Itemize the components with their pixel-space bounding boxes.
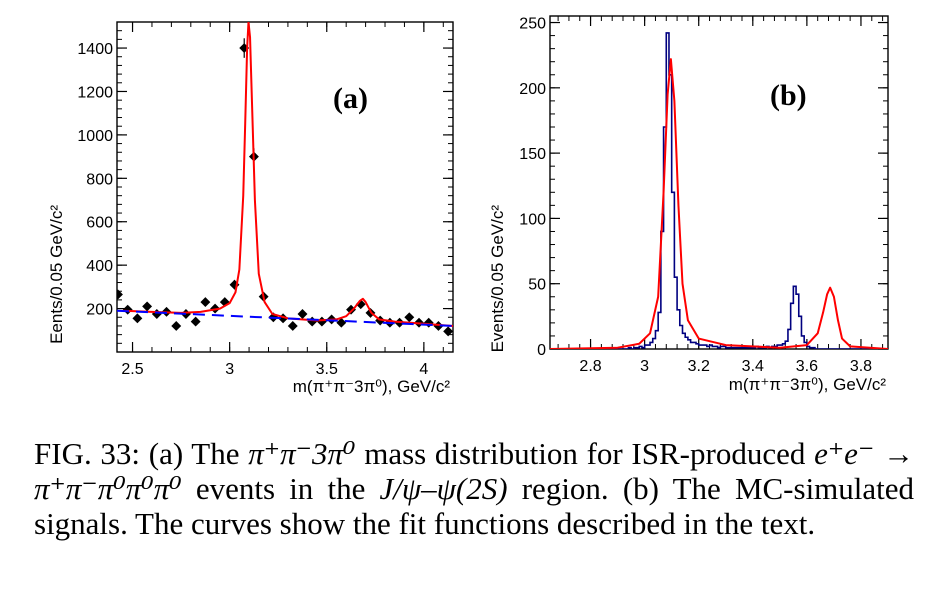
caption-fig-label: FIG. 33:: [34, 436, 141, 471]
caption-reaction: e⁺e⁻ → π⁺π⁻π⁰π⁰π⁰: [34, 436, 915, 506]
panel-a-frame: [116, 21, 454, 353]
x-tick-label: 3: [640, 358, 649, 375]
data-point: [297, 309, 308, 319]
data-point: [443, 326, 453, 337]
y-tick-label: 100: [519, 211, 546, 228]
x-tick-label: 3: [225, 361, 234, 378]
data-point: [346, 304, 356, 315]
data-point: [151, 309, 162, 319]
caption-part-a: (a) The: [148, 436, 240, 471]
y-tick-label: 1000: [77, 128, 113, 145]
x-tick-label: 3.4: [742, 358, 764, 375]
panel-b-tag: (b): [770, 79, 807, 112]
data-point: [404, 312, 415, 323]
panel-a-ylabel: Eents/0.05 GeV/c²: [47, 205, 66, 344]
y-tick-label: 1400: [77, 41, 113, 58]
data-point: [171, 320, 182, 331]
panel-b-xlabel: m(π⁺π⁻3π⁰), GeV/c²: [729, 375, 887, 394]
x-tick-label: 2.5: [121, 361, 143, 378]
y-tick-label: 250: [519, 16, 546, 33]
figure-caption: FIG. 33: (a) The π⁺π⁻3π⁰ mass distributi…: [34, 436, 914, 541]
data-point: [190, 316, 201, 327]
data-point: [200, 297, 211, 308]
y-tick-label: 150: [519, 146, 546, 163]
caption-region-formula: J/ψ–ψ(2S): [379, 471, 508, 506]
x-tick-label: 3.6: [796, 358, 818, 375]
caption-mass-formula: π⁺π⁻3π⁰: [248, 436, 356, 471]
data-point: [132, 313, 143, 324]
panel-a-tag: (a): [333, 82, 368, 115]
y-tick-label: 200: [519, 81, 546, 98]
y-tick-label: 50: [528, 277, 546, 294]
x-tick-label: 3.5: [316, 361, 338, 378]
data-point: [287, 320, 298, 331]
data-point: [336, 317, 347, 328]
data-point: [122, 304, 133, 315]
caption-events-in-the: events in the: [195, 471, 366, 506]
x-tick-label: 3.8: [850, 358, 872, 375]
plot-area: [550, 32, 888, 349]
panel-b-frame: [549, 15, 889, 350]
y-tick-label: 0: [537, 342, 546, 359]
data-point: [433, 320, 444, 331]
caption-rest-line2: region. (b) The MC-simulated signals. Th…: [34, 471, 915, 541]
fit-curve: [122, 22, 453, 327]
fit-curve: [550, 58, 888, 349]
caption-rest-line1: mass distribution for ISR-produced: [364, 436, 806, 471]
data-point: [423, 317, 434, 328]
y-tick-label: 600: [86, 215, 113, 232]
mc-histogram: [550, 32, 888, 349]
panel-b-ylabel: Events/0.05 GeV/c²: [488, 205, 507, 353]
x-tick-label: 2.8: [579, 358, 601, 375]
data-point: [307, 316, 318, 327]
panel-a: 2.5 3 3.5 4 200 400 600 800 1000 1200 1400 (a) m(…: [47, 21, 454, 396]
y-tick-label: 800: [86, 171, 113, 188]
data-point: [316, 316, 327, 327]
panel-a-xlabel: m(π⁺π⁻3π⁰), GeV/c²: [293, 377, 451, 396]
y-tick-label: 200: [86, 302, 113, 319]
panel-b: 2.8 3 3.2 3.4 3.6 3.8 0 50 100 150 200 250 (b) m(π…: [488, 15, 889, 394]
y-tick-label: 400: [86, 258, 113, 275]
x-tick-label: 3.2: [688, 358, 710, 375]
data-point: [142, 301, 153, 312]
y-tick-label: 1200: [77, 84, 113, 101]
x-tick-label: 4: [419, 361, 428, 378]
plot-area: [117, 22, 453, 337]
